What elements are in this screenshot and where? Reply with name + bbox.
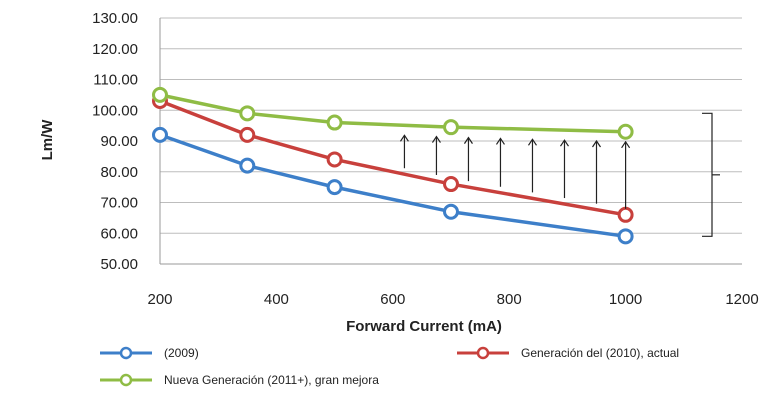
arrow-head-6 <box>592 139 601 148</box>
y-axis-label: Lm/W <box>39 119 56 161</box>
data-point-0-1 <box>239 157 256 174</box>
arrow-head-0 <box>399 134 409 142</box>
data-point-2-4 <box>617 123 634 140</box>
x-axis-label: Forward Current (mA) <box>346 318 502 335</box>
arrow-head-5 <box>559 139 569 147</box>
y-tick-label: 120.00 <box>92 41 138 58</box>
improvement-annotation <box>399 112 720 237</box>
legend-label-2009: (2009) <box>164 346 199 360</box>
y-tick-label: 100.00 <box>92 102 138 119</box>
data-point-1-2 <box>326 151 343 168</box>
x-tick-labels: 200 400 600 800 1000 1200 <box>147 291 758 308</box>
data-point-0-4 <box>617 228 634 245</box>
data-point-1-1 <box>239 126 256 143</box>
series-group <box>152 86 634 245</box>
y-tick-label: 70.00 <box>100 195 138 212</box>
x-tick-label: 600 <box>380 291 405 308</box>
y-tick-label: 130.00 <box>92 10 138 27</box>
x-tick-label: 400 <box>264 291 289 308</box>
x-tick-label: 1200 <box>725 291 758 308</box>
data-point-0-0 <box>152 126 168 143</box>
arrow-head-4 <box>527 138 537 146</box>
legend-label-2010: Generación del (2010), actual <box>521 346 680 360</box>
x-tick-label: 200 <box>147 291 172 308</box>
legend-label-2011: Nueva Generación (2011+), gran mejora <box>164 373 379 387</box>
y-tick-label: 60.00 <box>100 225 138 242</box>
arrow-head-2 <box>463 136 473 144</box>
legend-swatch-2011 <box>100 373 152 387</box>
bracket <box>702 112 713 237</box>
y-tick-label: 50.00 <box>100 256 138 273</box>
data-point-2-1 <box>239 105 256 122</box>
data-point-2-3 <box>443 119 459 136</box>
x-tick-label: 1000 <box>609 291 642 308</box>
data-point-1-3 <box>443 176 459 193</box>
series-line-0 <box>159 133 626 239</box>
legend-item-2010: Generación del (2010), actual <box>455 346 679 360</box>
arrow-head-3 <box>495 137 505 145</box>
data-point-2-2 <box>326 114 343 131</box>
data-point-0-2 <box>326 179 343 196</box>
y-tick-label: 80.00 <box>100 164 138 181</box>
y-tick-label: 110.00 <box>93 72 138 89</box>
data-point-0-3 <box>443 203 459 220</box>
legend-swatch-2009 <box>100 346 152 360</box>
y-tick-labels: 130.00 120.00 110.00 100.00 90.00 80.00 70.00 6… <box>92 10 138 273</box>
arrow-head-7 <box>621 140 631 149</box>
legend-item-2009: (2009) <box>98 346 199 360</box>
legend-swatch-2010 <box>457 346 509 360</box>
data-point-1-4 <box>617 206 634 223</box>
y-tick-label: 90.00 <box>100 133 138 150</box>
data-point-2-0 <box>152 86 168 103</box>
x-tick-label: 800 <box>497 291 522 308</box>
arrow-head-1 <box>431 135 441 143</box>
legend-item-2011: Nueva Generación (2011+), gran mejora <box>98 373 379 387</box>
